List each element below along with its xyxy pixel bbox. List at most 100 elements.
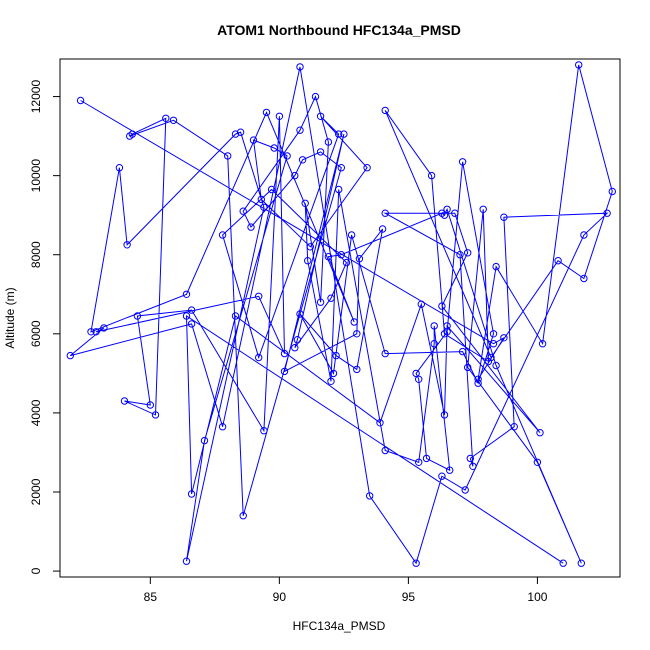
data-point xyxy=(458,347,467,356)
data-point xyxy=(500,213,508,221)
data-point xyxy=(451,209,459,217)
data-point xyxy=(575,61,583,69)
data-point xyxy=(224,152,232,160)
data-point xyxy=(162,114,170,123)
data-point xyxy=(92,328,100,336)
data-point xyxy=(291,344,299,352)
data-point xyxy=(381,446,389,455)
x-tick-label: 85 xyxy=(144,590,158,604)
data-point xyxy=(249,136,258,144)
data-point xyxy=(255,353,263,362)
data-point xyxy=(120,397,129,405)
data-point xyxy=(247,223,255,231)
data-point xyxy=(427,171,436,180)
data-point xyxy=(438,302,446,310)
series-line-0 xyxy=(69,64,613,565)
data-point xyxy=(335,130,343,138)
data-point xyxy=(304,257,312,265)
data-point xyxy=(438,209,446,217)
x-tick-label: 95 xyxy=(402,590,416,604)
data-point xyxy=(324,138,333,146)
data-point xyxy=(608,187,616,196)
data-point xyxy=(378,225,387,233)
data-point xyxy=(603,209,611,217)
data-point xyxy=(492,361,500,370)
data-point xyxy=(182,312,191,320)
y-axis: 0 2000 4000 6000 8000 10000 12000 xyxy=(29,80,61,574)
data-point xyxy=(353,365,361,374)
data-point xyxy=(461,486,469,494)
data-point xyxy=(267,185,276,194)
data-point xyxy=(231,312,240,320)
data-point xyxy=(438,472,446,480)
data-point xyxy=(66,351,75,360)
data-point xyxy=(337,251,345,259)
data-point xyxy=(128,130,137,138)
data-point xyxy=(115,164,124,172)
data-point xyxy=(446,466,454,474)
y-tick-label: 0 xyxy=(29,567,43,574)
data-point xyxy=(296,63,304,71)
data-point xyxy=(270,144,278,152)
data-point xyxy=(350,318,358,326)
data-point xyxy=(231,130,240,138)
data-point xyxy=(440,411,449,419)
data-point xyxy=(580,231,588,239)
data-point xyxy=(355,255,364,263)
data-point xyxy=(417,300,425,308)
data-point xyxy=(474,379,482,387)
data-point xyxy=(306,243,314,251)
data-point xyxy=(239,207,247,215)
data-point xyxy=(187,490,196,498)
data-point xyxy=(577,559,585,567)
data-point xyxy=(324,253,333,261)
data-point xyxy=(332,351,340,360)
data-point xyxy=(487,353,495,362)
y-tick-label: 12000 xyxy=(29,80,43,114)
data-point xyxy=(239,512,247,520)
data-point xyxy=(275,112,284,121)
data-point xyxy=(200,436,209,445)
x-tick-label: 90 xyxy=(273,590,287,604)
data-point xyxy=(479,205,487,214)
data-point xyxy=(182,290,191,298)
data-point xyxy=(458,158,467,166)
data-point xyxy=(327,294,335,302)
data-point xyxy=(316,148,325,156)
data-point xyxy=(298,156,307,164)
data-point xyxy=(464,249,472,257)
data-point xyxy=(422,454,431,463)
y-tick-label: 6000 xyxy=(29,320,43,347)
y-tick-label: 10000 xyxy=(29,159,43,193)
data-point xyxy=(536,429,544,437)
data-point xyxy=(327,377,335,385)
series-layer xyxy=(66,61,616,567)
data-point xyxy=(443,328,451,336)
data-point xyxy=(469,462,477,470)
data-point xyxy=(412,369,420,378)
data-point xyxy=(329,369,338,378)
y-axis-label: Altitude (m) xyxy=(3,287,17,348)
data-point xyxy=(489,340,498,348)
y-tick-label: 4000 xyxy=(29,399,43,426)
data-point xyxy=(169,116,178,125)
data-point xyxy=(151,411,160,419)
data-point xyxy=(311,92,320,101)
data-point xyxy=(430,340,438,348)
data-point xyxy=(280,349,289,358)
data-point xyxy=(283,152,291,160)
data-point xyxy=(430,322,438,330)
data-point xyxy=(376,419,384,427)
data-point xyxy=(291,171,299,180)
chart-title: ATOM1 Northbound HFC134a_PMSD xyxy=(217,22,461,38)
data-point xyxy=(464,363,472,372)
data-point xyxy=(262,108,271,117)
y-tick-label: 8000 xyxy=(29,241,43,268)
data-point xyxy=(337,164,345,172)
x-axis-label: HFC134a_PMSD xyxy=(293,619,386,633)
data-point xyxy=(443,205,451,214)
data-point xyxy=(412,559,420,567)
data-point xyxy=(182,557,191,565)
data-point xyxy=(260,203,268,212)
